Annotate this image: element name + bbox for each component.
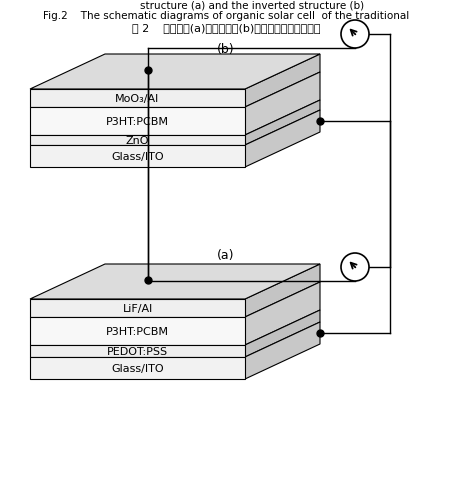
Text: P3HT:PCBM: P3HT:PCBM <box>106 117 169 127</box>
Polygon shape <box>245 264 320 317</box>
Text: Glass/ITO: Glass/ITO <box>111 152 164 162</box>
Polygon shape <box>30 264 320 299</box>
Polygon shape <box>30 357 245 379</box>
Text: ZnO: ZnO <box>126 136 149 146</box>
Text: MoO₃/Al: MoO₃/Al <box>116 94 159 104</box>
Text: LiF/Al: LiF/Al <box>122 304 153 313</box>
Polygon shape <box>30 55 320 90</box>
Text: Glass/ITO: Glass/ITO <box>111 363 164 373</box>
Text: Fig.2    The schematic diagrams of organic solar cell  of the traditional: Fig.2 The schematic diagrams of organic … <box>43 11 409 21</box>
Polygon shape <box>30 299 245 317</box>
Circle shape <box>341 21 369 49</box>
Text: 图 2    正置结构(a)与倒置结构(b)有机太阳能电池示意图: 图 2 正置结构(a)与倒置结构(b)有机太阳能电池示意图 <box>132 23 320 33</box>
Polygon shape <box>30 317 245 346</box>
Polygon shape <box>245 323 320 379</box>
Polygon shape <box>245 111 320 168</box>
Circle shape <box>341 253 369 282</box>
Polygon shape <box>245 310 320 357</box>
Text: structure (a) and the inverted structure (b): structure (a) and the inverted structure… <box>88 1 364 11</box>
Polygon shape <box>245 73 320 136</box>
Polygon shape <box>30 136 245 146</box>
Text: (a): (a) <box>217 248 235 261</box>
Polygon shape <box>245 55 320 108</box>
Polygon shape <box>30 146 245 168</box>
Polygon shape <box>245 283 320 346</box>
Text: (b): (b) <box>217 43 235 57</box>
Text: P3HT:PCBM: P3HT:PCBM <box>106 326 169 336</box>
Polygon shape <box>30 90 245 108</box>
Polygon shape <box>245 101 320 146</box>
Text: PEDOT:PSS: PEDOT:PSS <box>107 346 168 356</box>
Polygon shape <box>30 108 245 136</box>
Polygon shape <box>30 346 245 357</box>
